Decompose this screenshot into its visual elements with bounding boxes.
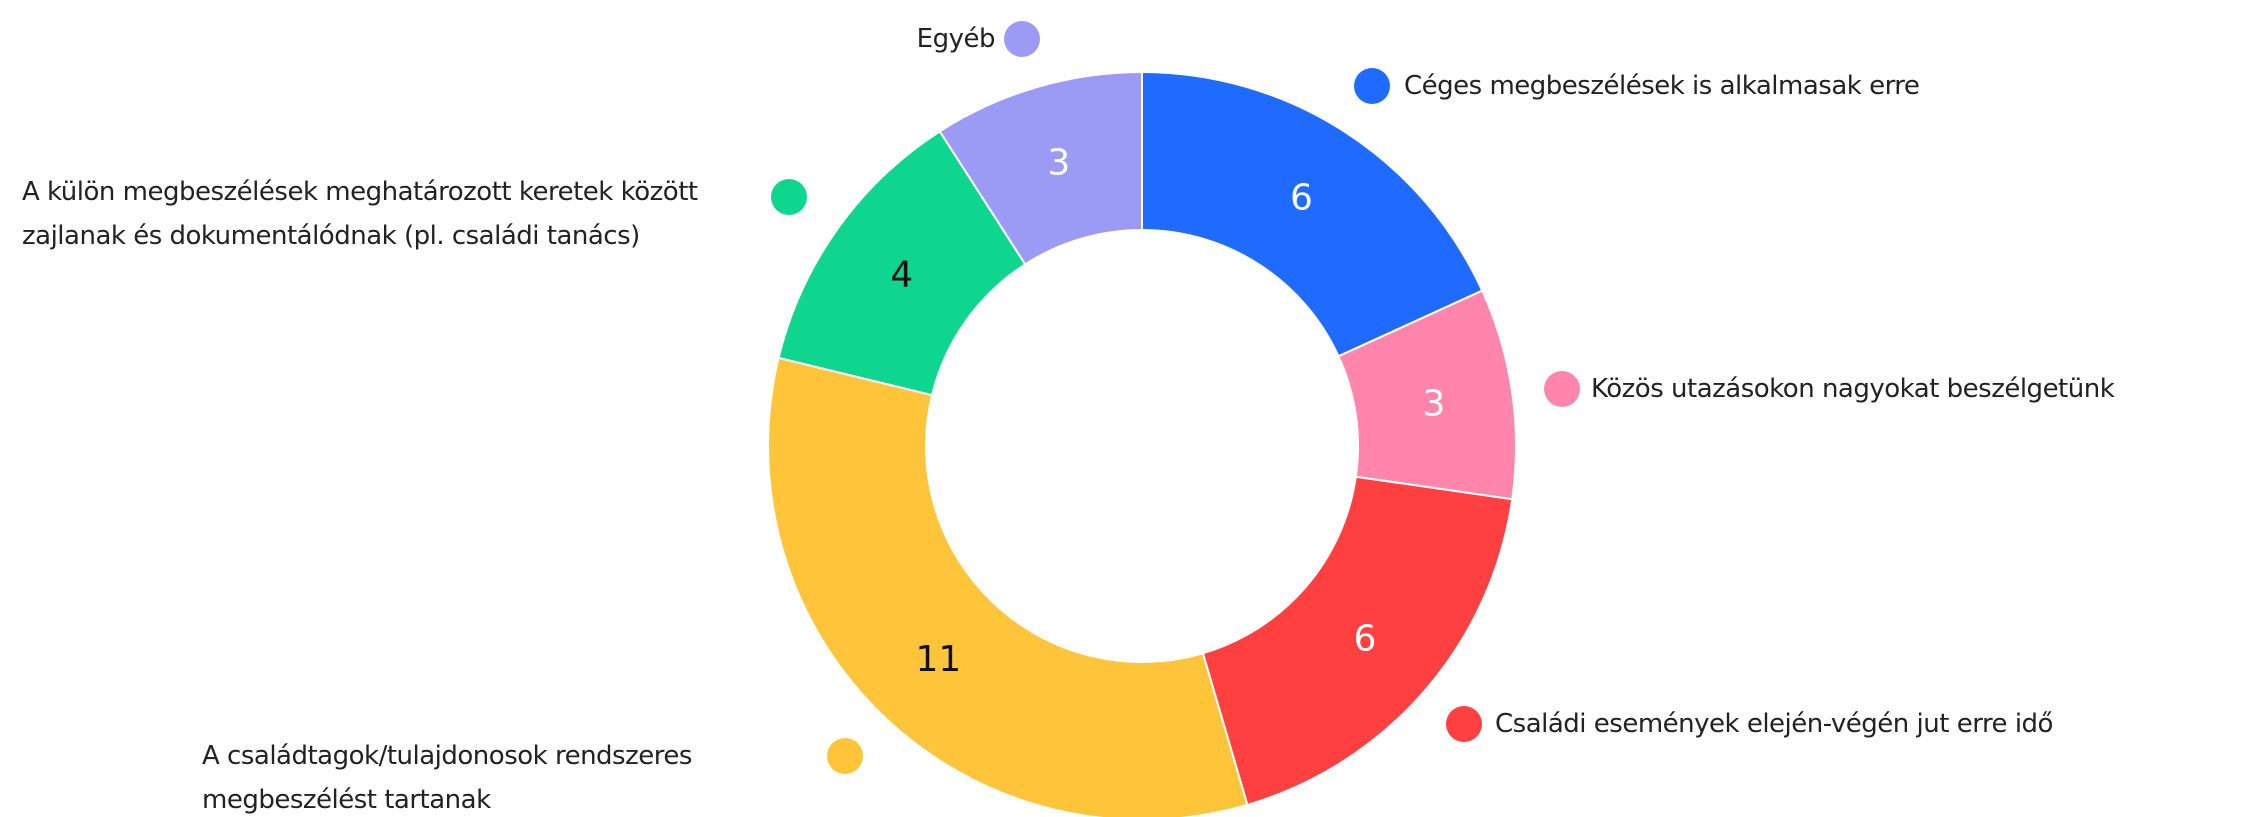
legend-dot — [1544, 371, 1580, 407]
value-label: 3 — [1423, 384, 1446, 425]
value-label: 6 — [1353, 619, 1376, 660]
donut-segment — [938, 70, 1143, 266]
value-label: 11 — [916, 639, 962, 680]
legend-dot — [771, 179, 807, 215]
legend-dot — [1004, 21, 1040, 57]
category-label: A családtagok/tulajdonosok rendszeres me… — [202, 741, 692, 815]
category-label: Céges megbeszélések is alkalmasak erre — [1404, 71, 1920, 101]
donut-segment — [1201, 475, 1514, 807]
donut-segment — [767, 356, 1249, 817]
donut-segment — [1141, 70, 1484, 358]
legend-dot — [1354, 68, 1390, 104]
legend-dot — [1446, 706, 1482, 742]
category-label: A külön megbeszélések meghatározott kere… — [22, 177, 698, 251]
category-label: Egyéb — [916, 24, 996, 54]
value-label: 3 — [1047, 142, 1070, 183]
category-label: Közös utazásokon nagyokat beszélgetünk — [1591, 374, 2115, 404]
value-label: 4 — [890, 254, 913, 295]
legend-dot — [827, 738, 863, 774]
category-label: Családi események elején-végén jut erre … — [1495, 709, 2053, 739]
value-label: 6 — [1290, 177, 1313, 218]
